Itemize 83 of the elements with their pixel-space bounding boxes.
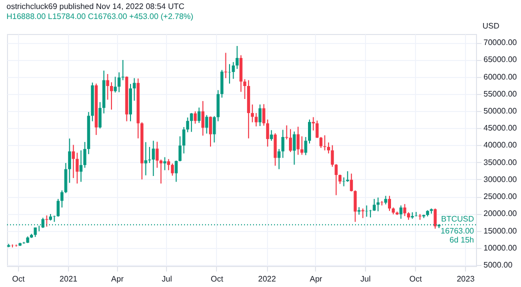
candlestick — [274, 132, 277, 166]
candlestick — [399, 204, 402, 220]
candlestick — [159, 159, 162, 184]
candlestick — [296, 126, 300, 156]
candlestick — [106, 74, 110, 100]
candlestick — [110, 82, 113, 110]
x-tick-label: 2021 — [60, 274, 78, 284]
candlestick — [118, 72, 121, 93]
y-tick-label: 40000.00 — [484, 140, 518, 150]
candlestick — [368, 209, 372, 218]
candlestick — [304, 136, 308, 156]
candlestick — [132, 78, 136, 102]
candlestick — [163, 156, 166, 171]
candlestick — [224, 52, 228, 79]
y-tick-label: 70000.00 — [484, 38, 518, 48]
candlestick — [278, 148, 281, 170]
x-tick-label: Jul — [360, 274, 371, 284]
candlestick — [167, 158, 170, 171]
y-tick-label: 10000.00 — [484, 243, 518, 252]
y-tick-label: 15000.00 — [484, 226, 518, 236]
candlestick — [308, 119, 312, 144]
candlestick — [114, 76, 117, 94]
candlestick — [144, 142, 148, 176]
y-tick-label: 5000.00 — [484, 260, 513, 270]
x-tick-label: Apr — [310, 274, 323, 284]
x-tick-label: Oct — [409, 274, 423, 284]
candlestick — [323, 134, 326, 151]
candlestick — [228, 64, 232, 84]
candlestick — [178, 136, 182, 162]
chart-subtitle: H16888.00 L15784.00 C16763.00 +453.00 (+2.78%) — [6, 12, 194, 21]
y-axis-title: USD — [482, 22, 500, 30]
candlestick — [45, 214, 48, 228]
y-tick-label: 60000.00 — [484, 72, 518, 82]
candlestick — [170, 163, 174, 176]
candlestick — [319, 136, 322, 148]
candlestick — [281, 129, 284, 158]
candlestick — [98, 102, 102, 129]
candlestick — [208, 116, 212, 148]
x-tick-label: 2022 — [258, 274, 276, 284]
x-tick-label: Oct — [210, 274, 224, 284]
x-tick-label: Jul — [162, 274, 172, 284]
candlestick — [258, 104, 262, 127]
y-tick-label: 25000.00 — [484, 192, 518, 202]
x-tick-label: Apr — [111, 274, 124, 284]
candlestick — [292, 131, 296, 166]
y-tick-label: 30000.00 — [484, 174, 518, 184]
candlestick — [190, 112, 193, 132]
y-tick-label: 55000.00 — [484, 89, 518, 98]
y-tick-label: 35000.00 — [484, 158, 518, 167]
candlestick — [365, 204, 368, 218]
annotation: 16763.00 — [440, 226, 475, 236]
candlestick — [156, 141, 159, 168]
candlestick — [403, 204, 406, 217]
x-tick-label: 2023 — [456, 274, 476, 284]
candlestick — [270, 130, 273, 142]
annotation: 6d 15h — [450, 236, 474, 245]
candlestick — [288, 128, 292, 153]
candlestick — [220, 69, 224, 98]
candlestick — [388, 195, 391, 212]
candlestick — [60, 190, 64, 208]
candlestick — [316, 120, 319, 139]
candlestick — [152, 140, 155, 177]
candlestick — [327, 142, 330, 154]
candlestick — [79, 150, 82, 182]
x-tick-label: Oct — [12, 274, 26, 284]
candlestick — [361, 208, 364, 219]
candlestick — [148, 146, 152, 164]
chart-title: ostrichcluck69 published Nov 14, 2022 08:54 UTC — [6, 2, 185, 11]
y-tick-label: 45000.00 — [484, 124, 518, 133]
candlestick — [372, 198, 376, 212]
y-tick-label: 50000.00 — [484, 106, 518, 116]
y-tick-label: 65000.00 — [484, 55, 518, 64]
candlestick — [338, 174, 342, 184]
candlestick — [250, 104, 254, 123]
candlestick — [239, 54, 242, 92]
candlestick — [205, 114, 208, 134]
y-tick-label: 20000.00 — [484, 209, 518, 218]
candlestick — [174, 160, 178, 182]
candlestick — [201, 100, 204, 136]
ref-line-label: BTCUSD — [441, 214, 474, 224]
candlestick — [434, 208, 437, 230]
candlestick — [198, 107, 201, 124]
candlestick — [194, 110, 197, 124]
